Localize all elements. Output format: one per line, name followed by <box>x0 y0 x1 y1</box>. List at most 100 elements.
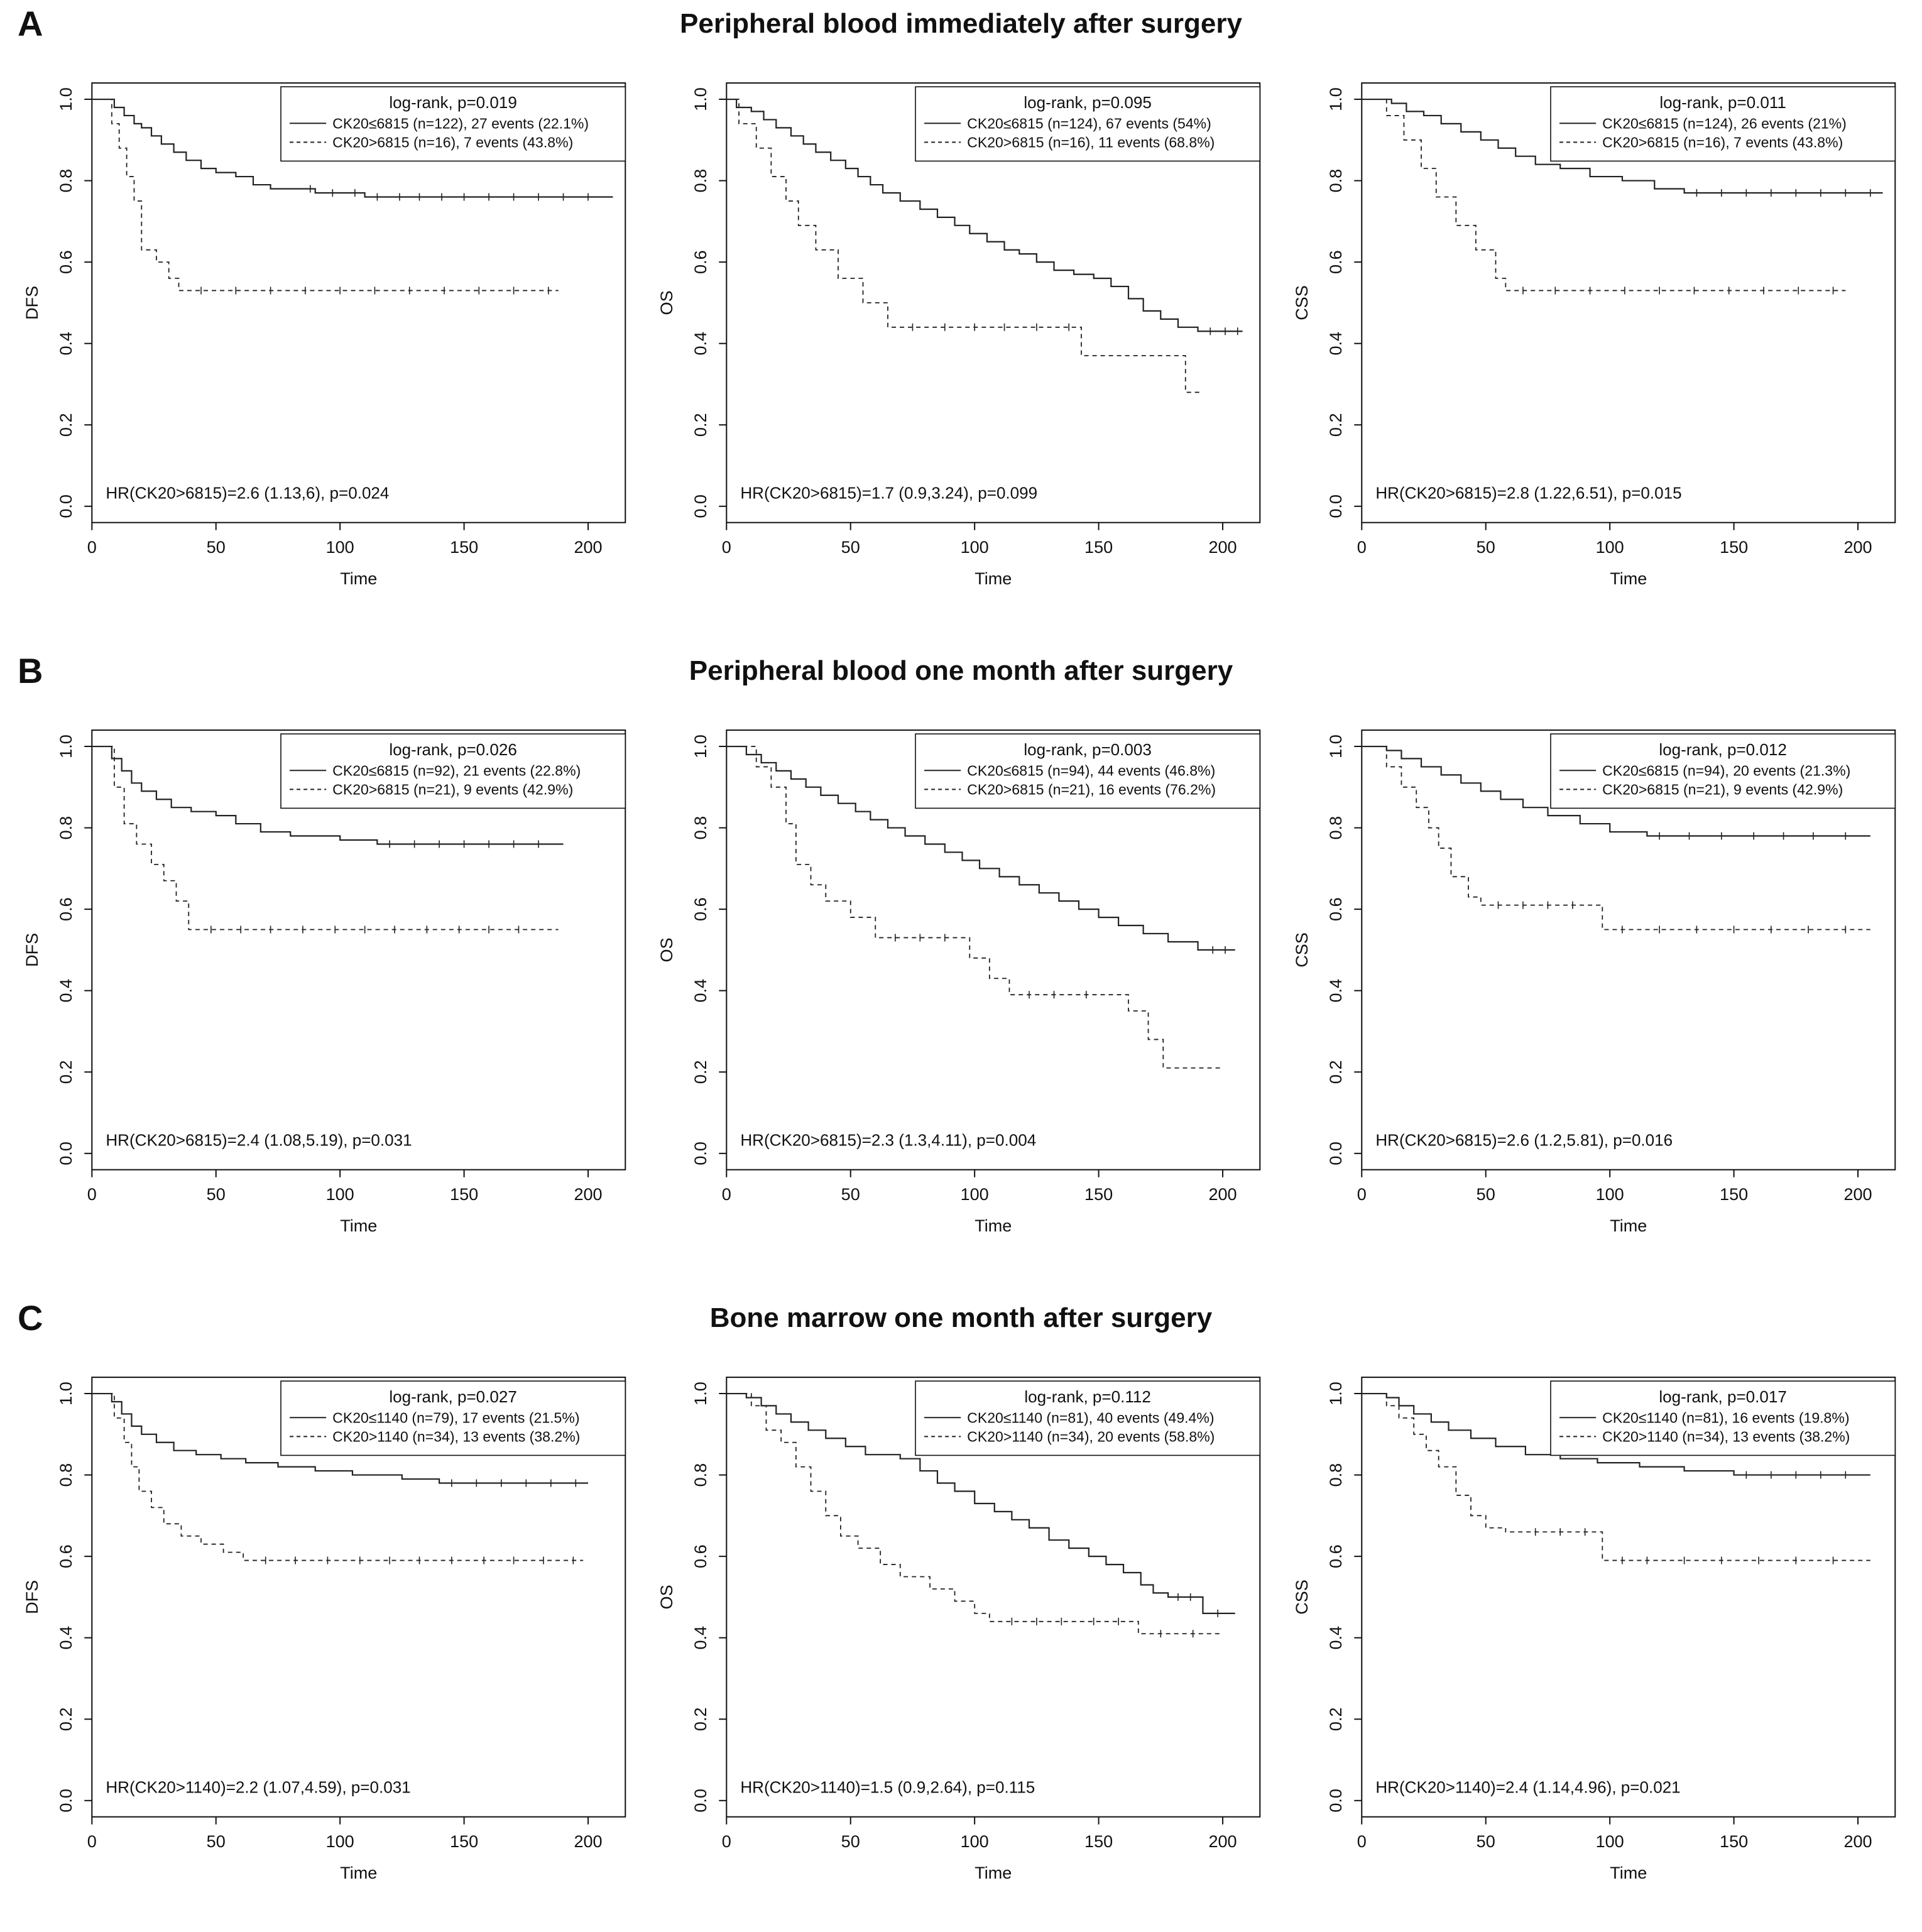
survival-curve-solid <box>1361 1393 1870 1476</box>
legend-entry-label: CK20≤1140 (n=79), 17 events (21.5%) <box>332 1409 579 1426</box>
y-tick-label: 0.8 <box>57 169 75 193</box>
legend-entry-label: CK20>1140 (n=34), 13 events (38.2%) <box>1602 1428 1850 1444</box>
y-tick-label: 0.4 <box>1326 332 1345 356</box>
x-axis-label: Time <box>1610 1864 1647 1882</box>
legend-entry-label: CK20≤1140 (n=81), 40 events (49.4%) <box>968 1409 1215 1426</box>
y-tick-label: 1.0 <box>1326 87 1345 111</box>
km-plot-canvas: 0 50 100 150 200 Time 0.0 0.2 0.4 0.6 0.8 1.0 CSS log… <box>1292 1377 1896 1882</box>
x-axis-label: Time <box>1610 1216 1647 1235</box>
survival-curve-dashed <box>1361 1393 1870 1561</box>
panel-a: A Peripheral blood immediately after sur… <box>0 4 1922 611</box>
x-tick-label: 200 <box>574 1185 602 1204</box>
y-axis-label: CSS <box>1292 1580 1311 1615</box>
legend-title: log-rank, p=0.027 <box>389 1387 516 1406</box>
y-tick-label: 0.4 <box>1326 979 1345 1003</box>
y-tick-label: 1.0 <box>1326 1382 1345 1405</box>
x-axis-label: Time <box>340 569 377 588</box>
km-plot-canvas: 0 50 100 150 200 Time 0.0 0.2 0.4 0.6 0.8 1.0 OS log-… <box>657 729 1261 1235</box>
km-plot-canvas: 0 50 100 150 200 Time 0.0 0.2 0.4 0.6 0.8 1.0 DFS log… <box>23 729 626 1235</box>
legend-title: log-rank, p=0.012 <box>1659 740 1786 759</box>
panel-c-header: C Bone marrow one month after surgery <box>11 1298 1911 1345</box>
y-tick-label: 0.6 <box>1326 1544 1345 1568</box>
legend-entry-label: CK20>6815 (n=21), 16 events (76.2%) <box>968 781 1216 797</box>
y-tick-label: 0.6 <box>692 1544 711 1568</box>
x-tick-label: 150 <box>1084 1185 1113 1204</box>
km-chart-c-os: 0 50 100 150 200 Time 0.0 0.2 0.4 0.6 0.8 1.0 OS log-… <box>646 1351 1275 1905</box>
km-plot-canvas: 0 50 100 150 200 Time 0.0 0.2 0.4 0.6 0.8 1.0 OS log-… <box>657 1377 1261 1882</box>
x-tick-label: 150 <box>1720 1185 1748 1204</box>
x-axis-label: Time <box>975 1216 1012 1235</box>
y-tick-label: 0.8 <box>1326 816 1345 840</box>
y-tick-label: 1.0 <box>57 1382 75 1405</box>
y-tick-label: 1.0 <box>57 87 75 111</box>
y-tick-label: 0.4 <box>57 1626 75 1650</box>
legend-entry-label: CK20≤6815 (n=94), 20 events (21.3%) <box>1602 762 1850 778</box>
hazard-ratio-annotation: HR(CK20>6815)=2.4 (1.08,5.19), p=0.031 <box>106 1131 412 1150</box>
y-tick-label: 0.2 <box>57 413 75 437</box>
km-chart-b-css: 0 50 100 150 200 Time 0.0 0.2 0.4 0.6 0.8 1.0 CSS log… <box>1281 704 1911 1258</box>
y-tick-label: 0.8 <box>1326 1463 1345 1487</box>
legend-box <box>1549 1380 1896 1456</box>
legend-entry-label: CK20>6815 (n=16), 7 events (43.8%) <box>332 134 573 150</box>
y-tick-label: 0.8 <box>57 1463 75 1487</box>
panel-c-title: Bone marrow one month after surgery <box>709 1302 1213 1334</box>
x-tick-label: 100 <box>961 1185 989 1204</box>
y-tick-label: 0.2 <box>57 1708 75 1732</box>
y-tick-label: 0.8 <box>57 816 75 840</box>
x-axis-label: Time <box>340 1216 377 1235</box>
y-tick-label: 0.0 <box>1326 1789 1345 1813</box>
survival-curve-solid <box>92 98 613 198</box>
panel-a-title: Peripheral blood immediately after surge… <box>680 8 1242 39</box>
y-tick-label: 0.6 <box>692 897 711 921</box>
panel-b-title: Peripheral blood one month after surgery <box>689 655 1233 687</box>
y-tick-label: 0.2 <box>1326 1060 1345 1084</box>
km-chart-b-dfs: 0 50 100 150 200 Time 0.0 0.2 0.4 0.6 0.8 1.0 DFS log… <box>11 704 641 1258</box>
x-tick-label: 200 <box>1843 1185 1872 1204</box>
x-tick-label: 0 <box>87 538 97 557</box>
y-tick-label: 0.2 <box>1326 1708 1345 1732</box>
y-tick-label: 0.4 <box>57 979 75 1003</box>
y-tick-label: 0.8 <box>692 816 711 840</box>
x-tick-label: 50 <box>207 538 226 557</box>
survival-curve-solid <box>1361 98 1883 194</box>
legend-entry-label: CK20≤6815 (n=124), 67 events (54%) <box>968 115 1212 131</box>
legend-box <box>280 1380 626 1456</box>
survival-curve-solid <box>726 98 1243 332</box>
hazard-ratio-annotation: HR(CK20>6815)=2.6 (1.13,6), p=0.024 <box>106 484 389 503</box>
y-tick-label: 0.2 <box>692 1708 711 1732</box>
hazard-ratio-annotation: HR(CK20>1140)=2.4 (1.14,4.96), p=0.021 <box>1375 1778 1680 1797</box>
x-tick-label: 50 <box>207 1832 226 1851</box>
legend-entry-label: CK20>6815 (n=16), 11 events (68.8%) <box>968 134 1215 150</box>
y-axis-label: DFS <box>23 1580 41 1614</box>
x-tick-label: 0 <box>722 1832 731 1851</box>
x-tick-label: 0 <box>1357 1185 1366 1204</box>
legend-box <box>280 733 626 809</box>
x-tick-label: 100 <box>326 538 354 557</box>
legend-box <box>1549 86 1896 162</box>
x-tick-label: 200 <box>1209 538 1237 557</box>
y-tick-label: 0.0 <box>1326 494 1345 518</box>
x-tick-label: 150 <box>450 1185 478 1204</box>
x-tick-label: 100 <box>1595 1185 1624 1204</box>
x-tick-label: 0 <box>87 1185 97 1204</box>
panel-b-letter: B <box>18 651 43 691</box>
legend-box <box>280 86 626 162</box>
y-tick-label: 0.0 <box>57 1142 75 1165</box>
y-tick-label: 0.2 <box>692 413 711 437</box>
km-chart-a-css: 0 50 100 150 200 Time 0.0 0.2 0.4 0.6 0.8 1.0 CSS log… <box>1281 57 1911 611</box>
y-tick-label: 0.0 <box>692 1789 711 1813</box>
x-tick-label: 50 <box>841 1832 860 1851</box>
y-tick-label: 0.0 <box>57 1789 75 1813</box>
km-chart-a-os: 0 50 100 150 200 Time 0.0 0.2 0.4 0.6 0.8 1.0 OS log-… <box>646 57 1275 611</box>
hazard-ratio-annotation: HR(CK20>6815)=2.6 (1.2,5.81), p=0.016 <box>1375 1131 1673 1150</box>
x-tick-label: 150 <box>450 1832 478 1851</box>
y-axis-label: OS <box>657 937 676 962</box>
legend-entry-label: CK20>1140 (n=34), 20 events (58.8%) <box>968 1428 1215 1444</box>
x-tick-label: 150 <box>1720 538 1748 557</box>
x-tick-label: 200 <box>1843 538 1872 557</box>
x-tick-label: 50 <box>1476 538 1495 557</box>
y-tick-label: 0.0 <box>57 494 75 518</box>
legend-entry-label: CK20>6815 (n=16), 7 events (43.8%) <box>1602 134 1843 150</box>
y-axis-label: DFS <box>23 933 41 967</box>
x-axis-label: Time <box>340 1864 377 1882</box>
